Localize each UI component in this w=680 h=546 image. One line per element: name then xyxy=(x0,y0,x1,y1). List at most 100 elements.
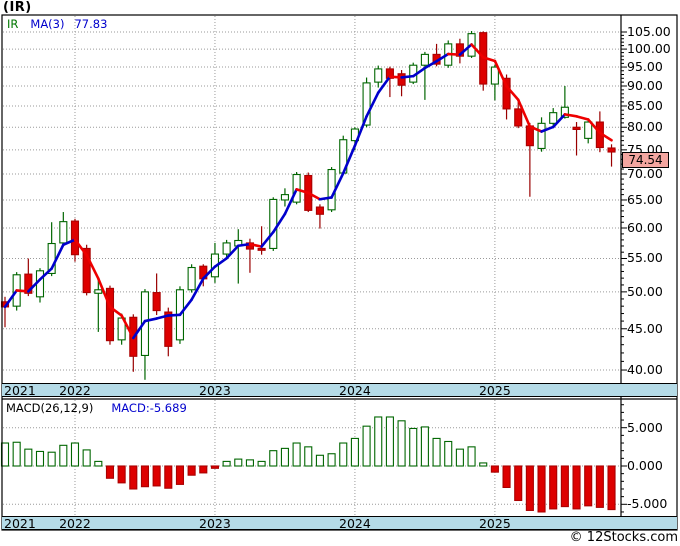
macd-axis-label: -5.000 xyxy=(627,496,668,512)
macd-bar-positive xyxy=(362,425,371,467)
macd-bar-positive xyxy=(257,460,266,467)
ma-segment-falling xyxy=(493,59,508,88)
ma-segment-rising xyxy=(318,196,333,201)
macd-bar-positive xyxy=(444,440,453,467)
ma-segment-falling xyxy=(528,125,543,133)
macd-axis-label: 5.000 xyxy=(627,419,663,435)
up-candle-body xyxy=(560,106,569,118)
macd-bar-positive xyxy=(24,448,33,467)
ma-segment-rising xyxy=(132,319,147,340)
macd-bar-positive xyxy=(234,458,243,467)
page-title: (IR) xyxy=(3,0,32,15)
ma-segment-rising xyxy=(260,230,275,248)
macd-bar-negative xyxy=(584,465,593,507)
ma-segment-falling xyxy=(388,75,403,79)
ma-segment-rising xyxy=(213,256,228,268)
year-label: 2022 xyxy=(59,383,91,398)
ma-segment-falling xyxy=(120,314,135,340)
ma-segment-falling xyxy=(15,289,30,293)
macd-bar-negative xyxy=(117,465,126,484)
macd-bar-positive xyxy=(432,437,441,467)
price-axis-label: 50.00 xyxy=(627,283,663,299)
macd-bar-negative xyxy=(199,465,208,474)
ma-segment-rising xyxy=(353,115,368,147)
price-legend: IR MA(3) 77.83 xyxy=(7,17,107,31)
macd-bar-negative xyxy=(140,465,150,488)
ma-segment-rising xyxy=(435,52,450,63)
price-panel-year-axis: 2021 2022 2023 2024 2025 xyxy=(2,383,677,397)
ma-segment-rising xyxy=(155,314,170,320)
macd-bar-negative xyxy=(572,465,581,510)
macd-bars xyxy=(0,416,616,513)
ma-segment-rising xyxy=(190,277,205,301)
macd-bar-negative xyxy=(502,465,511,488)
ma-segment-falling xyxy=(108,305,123,317)
up-candle-body xyxy=(584,121,593,139)
up-candle-body xyxy=(47,242,56,274)
year-label: 2023 xyxy=(199,516,231,531)
year-label: 2022 xyxy=(59,516,91,531)
up-candle-body xyxy=(269,198,278,249)
ma-segment-rising xyxy=(201,265,217,280)
macd-bar-positive xyxy=(327,453,336,467)
ma-segment-falling xyxy=(470,43,485,59)
year-label: 2024 xyxy=(339,383,371,398)
candlesticks xyxy=(0,31,616,380)
year-label: 2025 xyxy=(478,516,511,531)
macd-bar-positive xyxy=(47,451,56,467)
up-candle-body xyxy=(280,194,289,201)
macd-bar-positive xyxy=(374,416,383,467)
year-label: 2023 xyxy=(199,383,231,398)
macd-bar-positive xyxy=(455,448,464,467)
up-candle-body xyxy=(490,66,499,85)
current-price-badge: 74.54 xyxy=(622,152,669,168)
ma-segment-falling xyxy=(505,84,520,102)
macd-bar-positive xyxy=(70,442,80,467)
up-candle-body xyxy=(362,82,371,126)
macd-bar-positive xyxy=(339,442,348,467)
year-label: 2021 xyxy=(4,516,36,531)
year-label: 2024 xyxy=(339,516,371,531)
macd-bar-negative xyxy=(514,465,523,502)
ma-segment-rising xyxy=(400,74,415,79)
macd-bar-positive xyxy=(35,450,45,467)
macd-bar-positive xyxy=(222,460,231,467)
macd-bar-positive xyxy=(479,462,488,467)
ma-segment-rising xyxy=(50,243,65,270)
ma-segment-rising xyxy=(38,267,53,281)
ma-segment-rising xyxy=(62,238,77,247)
macd-bar-negative xyxy=(175,465,185,485)
macd-params-label: MACD(26,12,9) xyxy=(6,401,94,415)
ma-segment-rising xyxy=(166,313,182,317)
ma-segment-rising xyxy=(143,317,158,323)
macd-bar-positive xyxy=(304,446,313,467)
ma-segment-rising xyxy=(330,171,345,199)
price-axis-label: 60.00 xyxy=(627,220,663,235)
ma-segment-rising xyxy=(411,66,427,78)
ma-segment-rising xyxy=(236,242,252,248)
ma-segment-rising xyxy=(540,125,555,133)
ma-segment-falling xyxy=(481,56,497,63)
macd-bar-negative xyxy=(129,465,138,490)
site-watermark: © 12Stocks.com xyxy=(569,530,678,545)
ma-segment-falling xyxy=(295,188,310,195)
macd-bar-negative xyxy=(187,465,196,476)
macd-bar-positive xyxy=(315,454,324,467)
ma-segment-falling xyxy=(563,113,578,118)
axis-ticks xyxy=(621,31,627,513)
ma-segment-rising xyxy=(365,91,380,118)
macd-bar-negative xyxy=(595,465,604,508)
down-candle-body xyxy=(105,287,115,342)
macd-bar-positive xyxy=(350,437,359,467)
gridlines xyxy=(3,16,620,515)
macd-bar-negative xyxy=(105,465,115,479)
ma-segment-falling xyxy=(306,191,322,201)
down-candle-body xyxy=(514,108,523,127)
down-candle-body xyxy=(315,206,324,215)
ma-segment-rising xyxy=(376,75,392,94)
macd-bar-positive xyxy=(385,416,394,467)
ma-segment-falling xyxy=(248,242,263,248)
up-candle-body xyxy=(140,291,150,357)
price-axis-label: 65.00 xyxy=(627,191,663,207)
